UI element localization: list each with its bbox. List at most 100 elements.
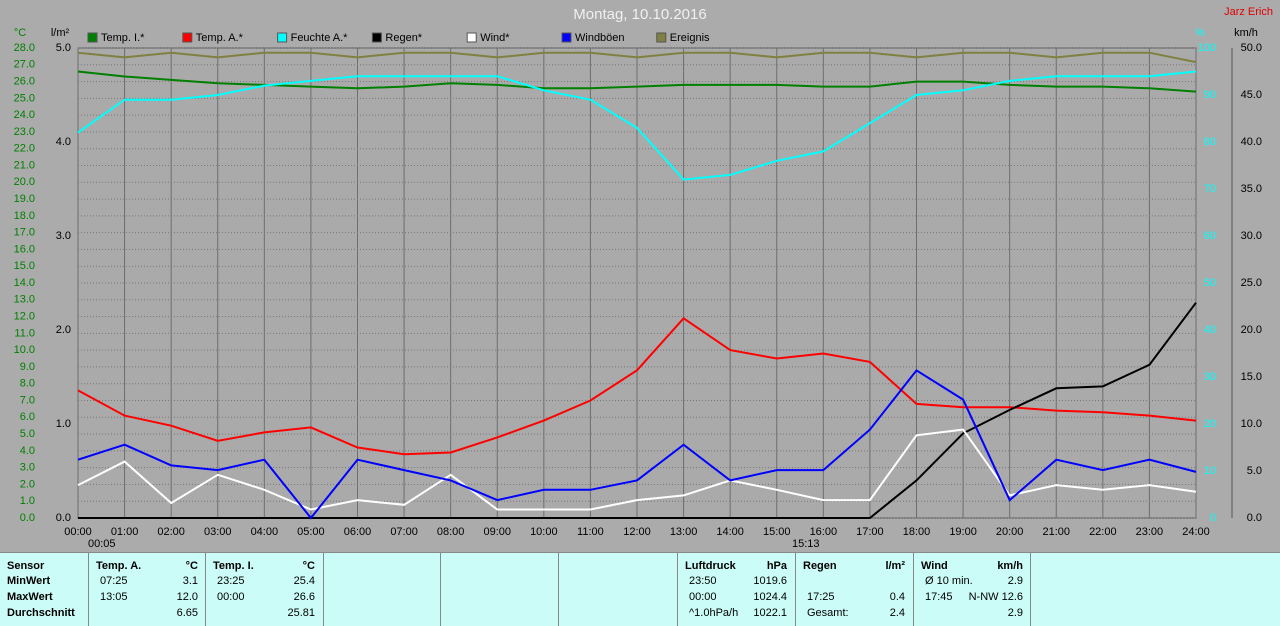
legend-label: Regen* (385, 32, 422, 44)
y-tick-label: 5.0 (1247, 465, 1262, 477)
row-label: Durchschnitt (7, 607, 75, 619)
row-label: MaxWert (7, 591, 53, 603)
group-unit: °C (302, 560, 315, 572)
y-tick-label: 50 (1204, 277, 1216, 289)
stat-time: 07:25 (100, 575, 128, 587)
legend-swatch (182, 32, 193, 43)
separator (440, 553, 441, 626)
y-tick-label: 20.0 (1241, 324, 1262, 336)
subtitle: Jarz Erich (1224, 6, 1273, 18)
x-tick-label: 02:00 (157, 526, 185, 538)
legend-swatch (371, 32, 382, 43)
y-tick-label: 1.0 (20, 495, 35, 507)
legend-swatch (466, 32, 477, 43)
y-tick-label: 10.0 (1241, 418, 1262, 430)
y-tick-label: 20 (1204, 418, 1216, 430)
y-tick-label: 10 (1204, 465, 1216, 477)
x-tick-label: 03:00 (204, 526, 232, 538)
y-tick-label: 16.0 (14, 243, 35, 255)
y-tick-label: 3.0 (56, 230, 71, 242)
x-tick-label: 07:00 (390, 526, 418, 538)
x-tick-label: 14:00 (716, 526, 744, 538)
x-tick-label: 05:00 (297, 526, 325, 538)
x-tick-label: 23:00 (1136, 526, 1164, 538)
separator (205, 553, 206, 626)
x-tick-label: 16:00 (810, 526, 838, 538)
stat-time: 17:25 (807, 591, 835, 603)
legend-swatch (277, 32, 288, 43)
y-tick-label: 1.0 (56, 418, 71, 430)
y-tick-label: 15.0 (14, 260, 35, 272)
separator (677, 553, 678, 626)
stats-panel: Sensor MinWert MaxWert Durchschnitt Temp. A.… (0, 552, 1280, 626)
y-tick-label: 4.0 (20, 445, 35, 457)
y3-axis-label: % (1195, 27, 1205, 39)
y-axis-label: °C (14, 27, 26, 39)
stat-value: 2.4 (889, 607, 905, 619)
legend-swatch (87, 32, 98, 43)
stat-value: 25.4 (293, 575, 315, 587)
stat-time: 23:25 (217, 575, 245, 587)
stat-time: 00:00 (217, 591, 245, 603)
y-tick-label: 30.0 (1241, 230, 1262, 242)
y-tick-label: 10.0 (14, 344, 35, 356)
legend-label: Temp. A.* (196, 32, 244, 44)
y-tick-label: 45.0 (1241, 89, 1262, 101)
x-tick-label: 22:00 (1089, 526, 1117, 538)
series-line (77, 316, 1197, 456)
stat-value: 1024.4 (753, 591, 787, 603)
y-tick-label: 25.0 (1241, 277, 1262, 289)
legend-label: Ereignis (670, 32, 710, 44)
stat-value: 26.6 (293, 591, 315, 603)
chart-title: Montag, 10.10.2016 (573, 6, 706, 23)
x-tick-label: 18:00 (903, 526, 931, 538)
stat-value: 2.9 (1007, 607, 1023, 619)
y-tick-label: 23.0 (14, 126, 35, 138)
y-tick-label: 90 (1204, 89, 1216, 101)
stat-value: N-NW 12.6 (968, 591, 1023, 603)
x-tick-label: 11:00 (577, 526, 604, 538)
y-tick-label: 80 (1204, 136, 1216, 148)
legend-swatch (656, 32, 667, 43)
y-tick-label: 70 (1204, 183, 1216, 195)
y-tick-label: 26.0 (14, 75, 35, 87)
x-tick-label: 00:00 (64, 526, 92, 538)
y-tick-label: 20.0 (14, 176, 35, 188)
y-tick-label: 24.0 (14, 109, 35, 121)
series-line (77, 51, 1197, 64)
separator (88, 553, 89, 626)
y-tick-label: 5.0 (20, 428, 35, 440)
y-tick-label: 2.0 (56, 324, 71, 336)
y-tick-label: 28.0 (14, 42, 35, 54)
series-line (77, 70, 1197, 181)
y-tick-label: 3.0 (20, 462, 35, 474)
stat-value: 3.1 (182, 575, 198, 587)
annotation: 15:13 (792, 538, 820, 550)
x-tick-label: 21:00 (1042, 526, 1070, 538)
y-tick-label: 17.0 (14, 227, 35, 239)
group-header: Temp. I. (213, 560, 254, 572)
legend-label: Windböen (575, 32, 625, 44)
x-tick-label: 15:00 (763, 526, 791, 538)
group-header: Luftdruck (685, 560, 736, 572)
x-tick-label: 17:00 (856, 526, 884, 538)
y-tick-label: 2.0 (20, 478, 35, 490)
group-header: Wind (921, 560, 948, 572)
stat-value: 1022.1 (753, 607, 787, 619)
y-tick-label: 0 (1210, 512, 1216, 524)
separator (913, 553, 914, 626)
y-tick-label: 40 (1204, 324, 1216, 336)
y-tick-label: 30 (1204, 371, 1216, 383)
series-line (77, 369, 1197, 520)
y-tick-label: 21.0 (14, 159, 35, 171)
group-header: Temp. A. (96, 560, 142, 572)
stat-value: 25.81 (287, 607, 315, 619)
y-tick-label: 9.0 (20, 361, 35, 373)
legend-label: Feuchte A.* (291, 32, 349, 44)
y-tick-label: 13.0 (14, 294, 35, 306)
x-tick-label: 12:00 (623, 526, 651, 538)
x-tick-label: 06:00 (344, 526, 372, 538)
chart: Montag, 10.10.2016 Jarz Erich °C l/m² % … (14, 6, 1273, 550)
y-tick-label: 60 (1204, 230, 1216, 242)
